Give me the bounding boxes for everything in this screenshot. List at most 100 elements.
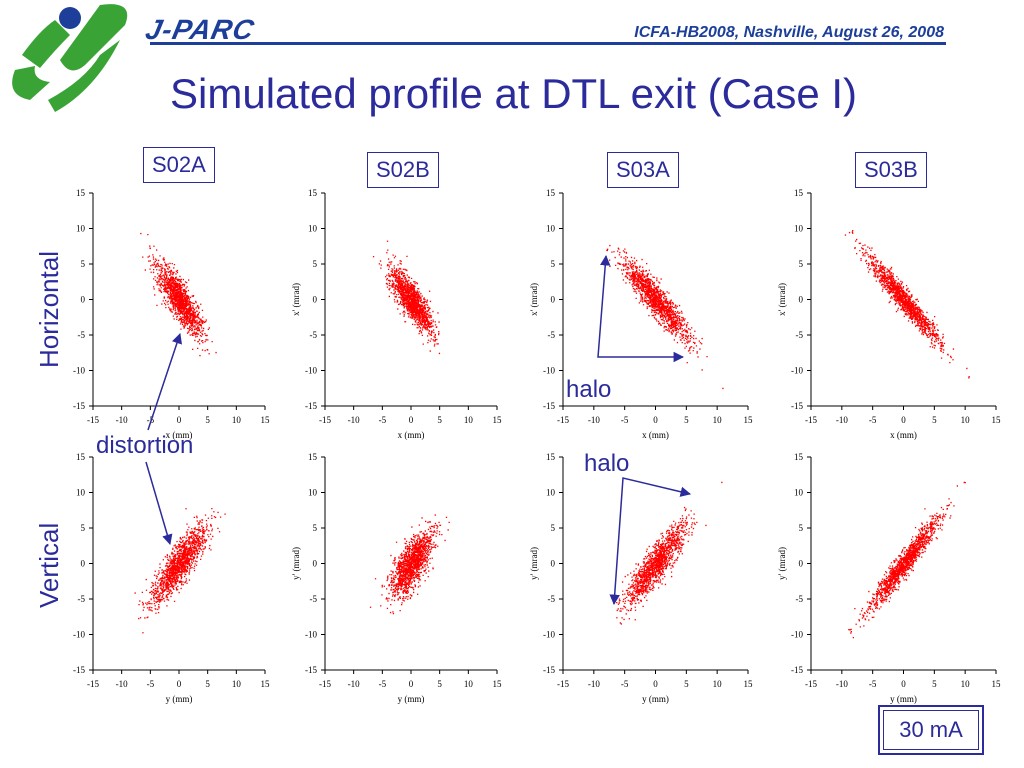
x-tick-label: 15: [261, 679, 271, 689]
y-tick-label: 15: [546, 188, 556, 198]
x-tick-label: -5: [147, 679, 155, 689]
y-tick-label: -10: [73, 366, 85, 376]
x-tick-label: 10: [961, 679, 971, 689]
x-tick-label: -10: [348, 679, 360, 689]
y-tick-label: 10: [76, 488, 86, 498]
x-tick-label: -10: [588, 415, 600, 425]
x-tick-label: 15: [744, 415, 754, 425]
y-tick-label: 10: [794, 224, 804, 234]
y-tick-label: 0: [799, 295, 804, 305]
y-axis-label: x' (mrad): [291, 283, 301, 316]
plot-panel-horizontal-s03b: -15-15 -10 -10 -5 -5 0 0 5 5 10 10 15 15 x (mm) x' (mr…: [777, 188, 1001, 440]
x-tick-label: 10: [713, 415, 723, 425]
y-axis-label: x' (mrad): [777, 283, 787, 316]
y-tick-label: -10: [543, 630, 555, 640]
beam-current-box: 30 mA: [878, 705, 984, 755]
y-tick-label: -10: [543, 366, 555, 376]
x-tick-label: 0: [653, 679, 658, 689]
y-tick-label: 0: [551, 559, 556, 569]
plot-panel-horizontal-s03a: -15-15 -10 -10 -5 -5 0 0 5 5 10 10 15 15 x (mm) x' (mr…: [529, 188, 753, 440]
y-tick-label: -10: [73, 630, 85, 640]
x-tick-label: 0: [409, 415, 414, 425]
x-tick-label: 5: [205, 415, 210, 425]
y-axis-label: x' (mrad): [529, 283, 539, 316]
x-tick-label: -15: [87, 679, 99, 689]
x-tick-label: 10: [232, 415, 242, 425]
scatter-points: [616, 481, 723, 625]
slide-title: Simulated profile at DTL exit (Case I): [170, 70, 858, 117]
x-tick-label: -10: [588, 679, 600, 689]
x-axis-label: y (mm): [398, 694, 425, 704]
x-tick-label: 15: [992, 679, 1002, 689]
x-axis-label: y (mm): [890, 694, 917, 704]
x-tick-label: 0: [653, 415, 658, 425]
y-tick-label: 0: [81, 559, 86, 569]
y-tick-label: -10: [791, 366, 803, 376]
x-tick-label: 5: [205, 679, 210, 689]
y-tick-label: -5: [310, 330, 318, 340]
y-tick-label: -15: [543, 665, 555, 675]
x-tick-label: -15: [805, 415, 817, 425]
x-tick-label: -5: [147, 415, 155, 425]
x-tick-label: 15: [261, 415, 271, 425]
plot-panel-vertical-s03b: -15-15 -10 -10 -5 -5 0 0 5 5 10 10 15 15 y (mm) y' (mr…: [777, 452, 1001, 704]
y-tick-label: 10: [308, 488, 318, 498]
case-label-s03a: S03A: [607, 152, 679, 188]
y-tick-label: 0: [551, 295, 556, 305]
x-tick-label: -5: [869, 679, 877, 689]
plot-panel-vertical-s02a: -15-15 -10 -10 -5 -5 0 0 5 5 10 10 15 15 y (mm): [73, 452, 270, 704]
y-tick-label: -5: [548, 330, 556, 340]
scatter-points: [844, 230, 970, 379]
y-tick-label: 5: [551, 259, 556, 269]
annotation-distortion: distortion: [96, 432, 194, 459]
y-tick-label: -5: [796, 330, 804, 340]
x-tick-label: 5: [437, 679, 442, 689]
y-tick-label: 5: [799, 259, 804, 269]
y-tick-label: 0: [313, 295, 318, 305]
x-tick-label: 5: [932, 415, 937, 425]
plot-panel-vertical-s03a: -15-15 -10 -10 -5 -5 0 0 5 5 10 10 15 15 y (mm) y' (mr…: [529, 452, 753, 704]
y-tick-label: 0: [313, 559, 318, 569]
x-axis-label: y (mm): [642, 694, 669, 704]
plot-panel-horizontal-s02b: -15-15 -10 -10 -5 -5 0 0 5 5 10 10 15 15 x (mm) x' (mr…: [291, 188, 502, 440]
x-tick-label: 5: [684, 415, 689, 425]
x-tick-label: -15: [805, 679, 817, 689]
y-tick-label: 5: [81, 523, 86, 533]
x-tick-label: 15: [493, 679, 503, 689]
case-label-s03b: S03B: [855, 152, 927, 188]
y-tick-label: 5: [313, 523, 318, 533]
x-tick-label: -10: [348, 415, 360, 425]
y-tick-label: 15: [76, 452, 86, 462]
x-tick-label: 0: [901, 679, 906, 689]
y-tick-label: 5: [799, 523, 804, 533]
x-tick-label: 10: [713, 679, 723, 689]
beam-current-label: 30 mA: [883, 710, 979, 750]
conference-reference: ICFA-HB2008, Nashville, August 26, 2008: [634, 24, 944, 41]
y-tick-label: 0: [799, 559, 804, 569]
y-tick-label: 10: [794, 488, 804, 498]
y-tick-label: 15: [308, 188, 318, 198]
x-tick-label: -5: [379, 415, 387, 425]
x-tick-label: 5: [684, 679, 689, 689]
halo-arrow-horizontal: [597, 254, 685, 363]
scatter-points: [140, 232, 217, 357]
x-tick-label: 10: [464, 415, 474, 425]
y-tick-label: -5: [796, 594, 804, 604]
y-tick-label: -5: [310, 594, 318, 604]
case-label-s02b: S02B: [367, 152, 439, 188]
scatter-points: [369, 514, 450, 615]
y-axis-label: y' (mrad): [291, 547, 301, 580]
jparc-logo: [12, 4, 128, 112]
y-tick-label: 15: [794, 188, 804, 198]
x-tick-label: 5: [932, 679, 937, 689]
y-axis-label: y' (mrad): [777, 547, 787, 580]
x-tick-label: 0: [409, 679, 414, 689]
scatter-points: [606, 244, 724, 390]
x-axis-label: x (mm): [890, 430, 917, 440]
y-tick-label: 10: [308, 224, 318, 234]
x-tick-label: 0: [901, 415, 906, 425]
x-axis-label: y (mm): [166, 694, 193, 704]
row-label-vertical: Vertical: [34, 522, 64, 608]
row-label-horizontal: Horizontal: [34, 250, 64, 368]
